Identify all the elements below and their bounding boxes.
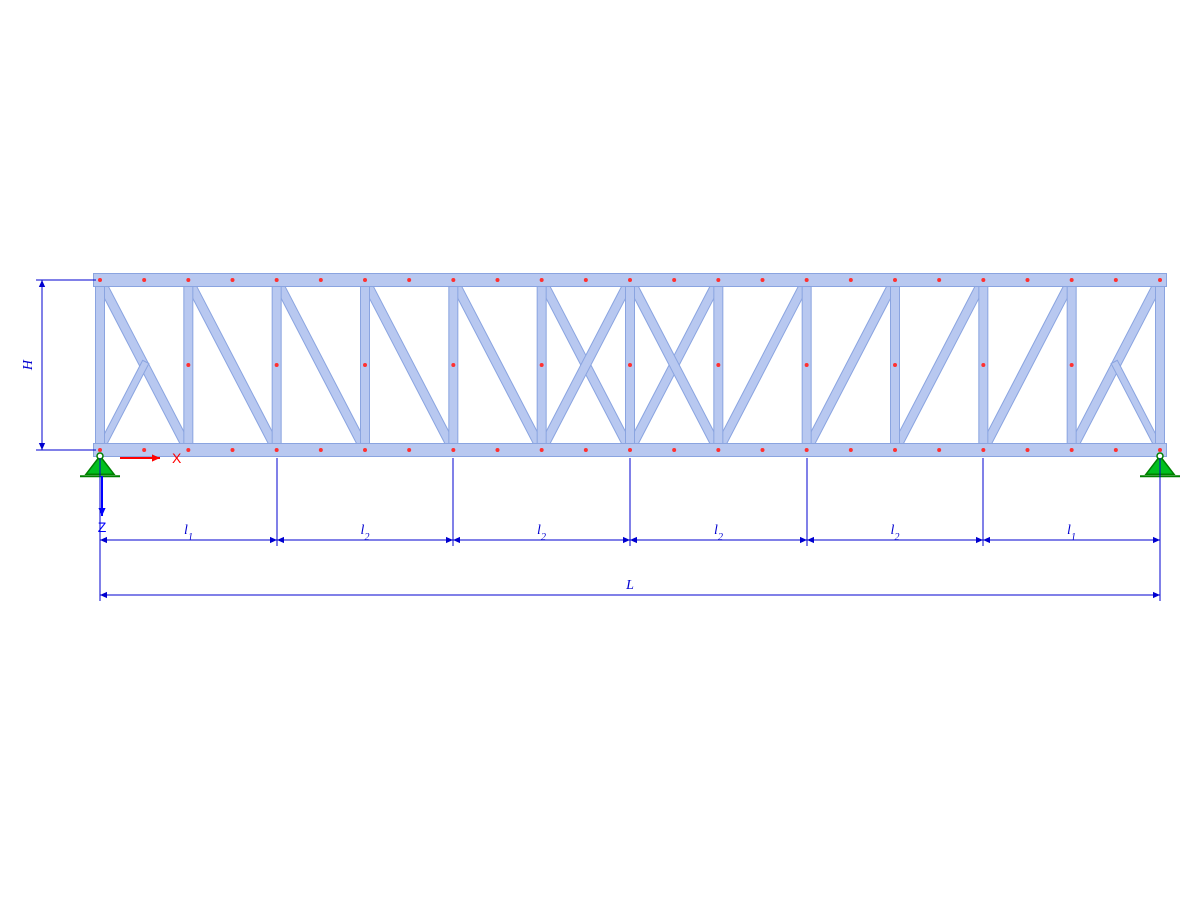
dimension-label: L xyxy=(625,578,634,593)
dimension-horizontal: L xyxy=(100,544,1160,601)
dimension-vertical: H xyxy=(21,280,96,450)
diagonal-member xyxy=(983,280,1071,450)
axis-x-label: X xyxy=(172,450,182,466)
dimension-horizontal: l2 xyxy=(630,458,807,546)
diagonal-member xyxy=(807,280,895,450)
brace-member xyxy=(1116,365,1160,450)
diagonal-member xyxy=(895,280,983,450)
diagonal-member xyxy=(453,280,541,450)
brace-member xyxy=(100,365,144,450)
diagonal-member xyxy=(277,280,365,450)
truss-diagram: XZHl1l2l2l2l2l1L xyxy=(0,0,1200,900)
dimension-horizontal: l1 xyxy=(100,458,277,546)
dimension-horizontal: l2 xyxy=(277,458,453,546)
dimension-horizontal: l1 xyxy=(983,458,1160,546)
diagonal-member xyxy=(365,280,453,450)
coordinate-axes: XZ xyxy=(98,450,182,535)
dimension-horizontal: l2 xyxy=(807,458,983,546)
dimension-horizontal: l2 xyxy=(453,458,630,546)
axis-z-label: Z xyxy=(98,519,107,535)
diagonal-member xyxy=(718,280,806,450)
diagonal-member xyxy=(188,280,276,450)
truss xyxy=(98,278,1162,452)
dimension-label: H xyxy=(21,359,36,371)
